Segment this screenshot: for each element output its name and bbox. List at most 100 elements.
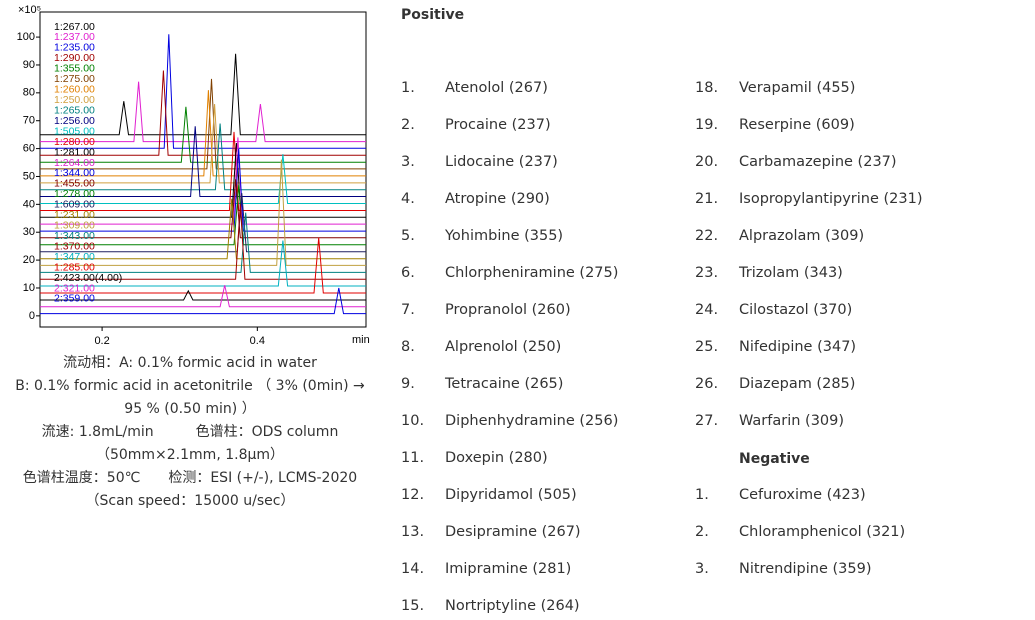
series-label: 1:260.00 xyxy=(54,84,95,96)
series-label: 1:455.00 xyxy=(54,178,95,190)
compound-item: 3. Nitrendipine (359) xyxy=(695,561,872,577)
series-label: 1:267.00 xyxy=(54,21,95,33)
y-tick-label: 80 xyxy=(23,87,35,99)
compound-item: 25. Nifedipine (347) xyxy=(695,339,856,355)
compound-number: 2. xyxy=(401,117,415,133)
series-label: 1:231.00 xyxy=(54,209,95,221)
trace xyxy=(40,193,366,253)
trace xyxy=(40,198,366,260)
series-label: 2:423.00(4.00) xyxy=(54,272,122,284)
compound-name: Doxepin (280) xyxy=(445,450,548,466)
series-label: 1:237.00 xyxy=(54,31,95,43)
compound-number: 11. xyxy=(401,450,425,466)
compound-name: Cilostazol (370) xyxy=(739,302,853,318)
compound-name: Imipramine (281) xyxy=(445,561,572,577)
compound-item: 13. Desipramine (267) xyxy=(401,524,581,540)
trace xyxy=(40,287,366,315)
series-label: 1:264.00 xyxy=(54,157,95,169)
trace xyxy=(40,90,366,177)
compound-item: 24. Cilostazol (370) xyxy=(695,302,852,318)
trace xyxy=(40,179,366,239)
compound-number: 1. xyxy=(695,487,709,503)
trace xyxy=(40,78,366,170)
series-label: 1:609.00 xyxy=(54,199,95,211)
trace xyxy=(40,123,366,191)
series-label: 1:370.00 xyxy=(54,240,95,252)
compound-item: 10. Diphenhydramine (256) xyxy=(401,413,618,429)
compound-number: 15. xyxy=(401,598,425,614)
positive-title: Positive xyxy=(401,7,465,23)
y-tick-label: 90 xyxy=(23,59,35,71)
compound-item: 11. Doxepin (280) xyxy=(401,450,548,466)
compound-number: 13. xyxy=(401,524,425,540)
x-tick-label: 0.4 xyxy=(250,335,265,345)
compound-item: 1. Cefuroxime (423) xyxy=(695,487,866,503)
series-label: 1:265.00 xyxy=(54,104,95,116)
series-label: 1:343.00 xyxy=(54,230,95,242)
y-tick-label: 50 xyxy=(23,170,35,182)
compound-number: 1. xyxy=(401,80,415,96)
trace xyxy=(40,212,366,273)
trace xyxy=(40,154,366,204)
trace xyxy=(40,184,366,246)
compound-item: 7. Propranolol (260) xyxy=(401,302,571,318)
compound-name: Chlorpheniramine (275) xyxy=(445,265,619,281)
compound-number: 8. xyxy=(401,339,415,355)
compound-number: 10. xyxy=(401,413,425,429)
trace xyxy=(40,103,366,184)
trace xyxy=(40,204,366,280)
compound-name: Alprenolol (250) xyxy=(445,339,562,355)
trace xyxy=(40,131,366,211)
series-label: 1:355.00 xyxy=(54,63,95,75)
compound-number: 12. xyxy=(401,487,425,503)
trace xyxy=(40,240,366,287)
compound-name: Atropine (290) xyxy=(445,191,550,207)
compound-number: 3. xyxy=(695,561,709,577)
compound-name: Nortriptyline (264) xyxy=(445,598,580,614)
series-label: 1:309.00 xyxy=(54,220,95,232)
y-tick-label: 10 xyxy=(23,282,35,294)
series-label: 1:281.00 xyxy=(54,146,95,158)
series-label: 2:321.00 xyxy=(54,282,95,294)
compound-name: Trizolam (343) xyxy=(739,265,843,281)
compound-number: 4. xyxy=(401,191,415,207)
compound-number: 21. xyxy=(695,191,719,207)
compound-number: 26. xyxy=(695,376,719,392)
compound-name: Verapamil (455) xyxy=(739,80,856,96)
compound-number: 18. xyxy=(695,80,719,96)
series-label: 1:344.00 xyxy=(54,167,95,179)
compound-number: 9. xyxy=(401,376,415,392)
series-label: 1:280.00 xyxy=(54,136,95,148)
compound-number: 22. xyxy=(695,228,719,244)
compound-number: 24. xyxy=(695,302,719,318)
compound-number: 2. xyxy=(695,524,709,540)
compound-item: 23. Trizolam (343) xyxy=(695,265,843,281)
compound-name: Isopropylantipyrine (231) xyxy=(739,191,923,207)
compound-item: 5. Yohimbine (355) xyxy=(401,228,563,244)
y-tick-label: 20 xyxy=(23,254,35,266)
trace xyxy=(40,81,366,143)
compound-item: 1. Atenolol (267) xyxy=(401,80,548,96)
compound-name: Carbamazepine (237) xyxy=(739,154,897,170)
chromatogram: ×10⁵ min 0 10 20 30 40 50 60 70 80 90 100 0.2 0.4 1:2… xyxy=(17,4,370,345)
plot-frame xyxy=(39,11,367,328)
compound-name: Cefuroxime (423) xyxy=(739,487,866,503)
series-label: 1:347.00 xyxy=(54,251,95,263)
compound-item: 27. Warfarin (309) xyxy=(695,413,844,429)
compound-name: Reserpine (609) xyxy=(739,117,855,133)
series-label: 1:505.00 xyxy=(54,125,95,137)
compound-number: 25. xyxy=(695,339,719,355)
y-unit-label: ×10⁵ xyxy=(18,4,41,16)
compound-item: 21. Isopropylantipyrine (231) xyxy=(695,191,923,207)
y-tick-label: 70 xyxy=(23,115,35,127)
compound-item: 15. Nortriptyline (264) xyxy=(401,598,580,614)
condition-line: 流速: 1.8mL/min 色谱柱：ODS column （50mm×2.1mm… xyxy=(41,424,339,463)
compound-item: 22. Alprazolam (309) xyxy=(695,228,864,244)
series-label: 2:359.00 xyxy=(54,293,95,305)
condition-line: 色谱柱温度：50℃ 检测：ESI (+/-), LCMS-2020 （Scan … xyxy=(22,470,358,509)
series-label: 1:275.00 xyxy=(54,73,95,85)
y-tick-label: 60 xyxy=(23,142,35,154)
compound-number: 20. xyxy=(695,154,719,170)
trace xyxy=(40,106,366,163)
